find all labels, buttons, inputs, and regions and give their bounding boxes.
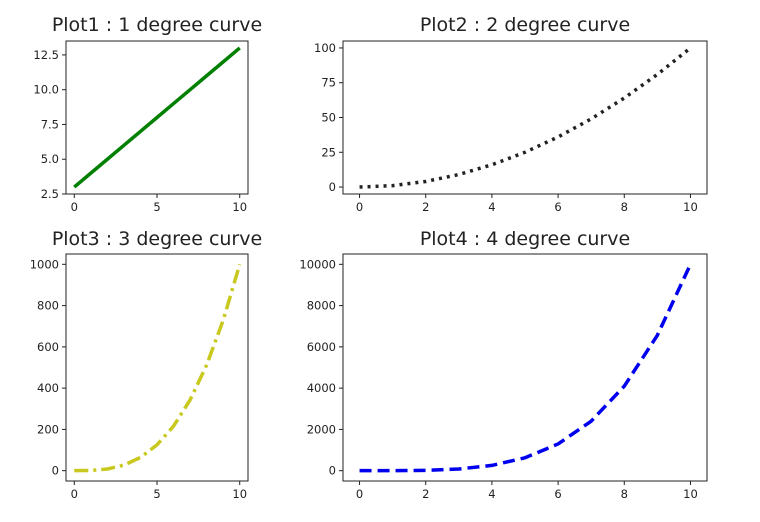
x-tick-label: 0 [71, 200, 78, 214]
x-tick-label: 2 [422, 200, 429, 214]
x-tick-label: 0 [71, 487, 78, 501]
y-tick-label: 2000 [307, 422, 336, 436]
chart-title: Plot2 : 2 degree curve [420, 14, 630, 36]
x-tick-label: 10 [683, 200, 698, 214]
y-tick-label: 1000 [30, 257, 59, 271]
x-tick-label: 4 [488, 200, 495, 214]
y-tick-label: 0 [52, 464, 59, 478]
x-tick-label: 5 [153, 200, 160, 214]
y-tick-label: 200 [37, 422, 59, 436]
x-tick-label: 6 [554, 200, 561, 214]
x-tick-label: 8 [621, 200, 628, 214]
x-tick-label: 8 [621, 487, 628, 501]
chart-title: Plot3 : 3 degree curve [52, 228, 262, 250]
series-line [359, 263, 693, 473]
y-tick-label: 800 [37, 299, 59, 313]
y-tick-label: 5.0 [41, 152, 59, 166]
x-tick-label: 10 [232, 200, 247, 214]
x-tick-label: 2 [422, 487, 429, 501]
y-tick-label: 600 [37, 340, 59, 354]
x-tick-label: 10 [683, 487, 698, 501]
series-line [359, 46, 692, 189]
x-tick-label: 5 [153, 487, 160, 501]
y-tick-label: 0 [329, 180, 336, 194]
x-tick-label: 4 [488, 487, 495, 501]
chart-title: Plot4 : 4 degree curve [420, 228, 630, 250]
y-tick-label: 75 [321, 76, 336, 90]
y-tick-label: 12.5 [33, 48, 59, 62]
subplot-plot3: Plot3 : 3 degree curve 0 5 10 0 200 400 600 800 1… [30, 228, 262, 501]
y-tick-label: 50 [321, 111, 336, 125]
x-tick-label: 6 [554, 487, 561, 501]
y-tick-label: 10.0 [33, 83, 59, 97]
chart-title: Plot1 : 1 degree curve [52, 14, 262, 36]
y-tick-label: 10000 [299, 257, 336, 271]
y-tick-label: 25 [321, 145, 336, 159]
series-line [73, 46, 241, 189]
series-line [74, 263, 242, 473]
x-tick-label: 0 [356, 487, 363, 501]
y-tick-label: 400 [37, 381, 59, 395]
y-tick-label: 8000 [307, 299, 336, 313]
y-tick-label: 4000 [307, 381, 336, 395]
subplot-plot1: Plot1 : 1 degree curve 0 5 10 2.5 5.0 7.5 10.0 1… [33, 14, 262, 214]
axes-frame [342, 40, 708, 195]
axes-frame [342, 253, 708, 482]
x-tick-label: 0 [356, 200, 363, 214]
y-tick-label: 7.5 [41, 117, 59, 131]
y-tick-label: 100 [314, 41, 336, 55]
y-tick-label: 6000 [307, 340, 336, 354]
y-tick-label: 0 [329, 464, 336, 478]
subplot-plot4: Plot4 : 4 degree curve 0 2 4 6 8 10 0 2000 4000 60… [299, 228, 708, 501]
y-tick-label: 2.5 [41, 187, 59, 201]
x-tick-label: 10 [232, 487, 247, 501]
